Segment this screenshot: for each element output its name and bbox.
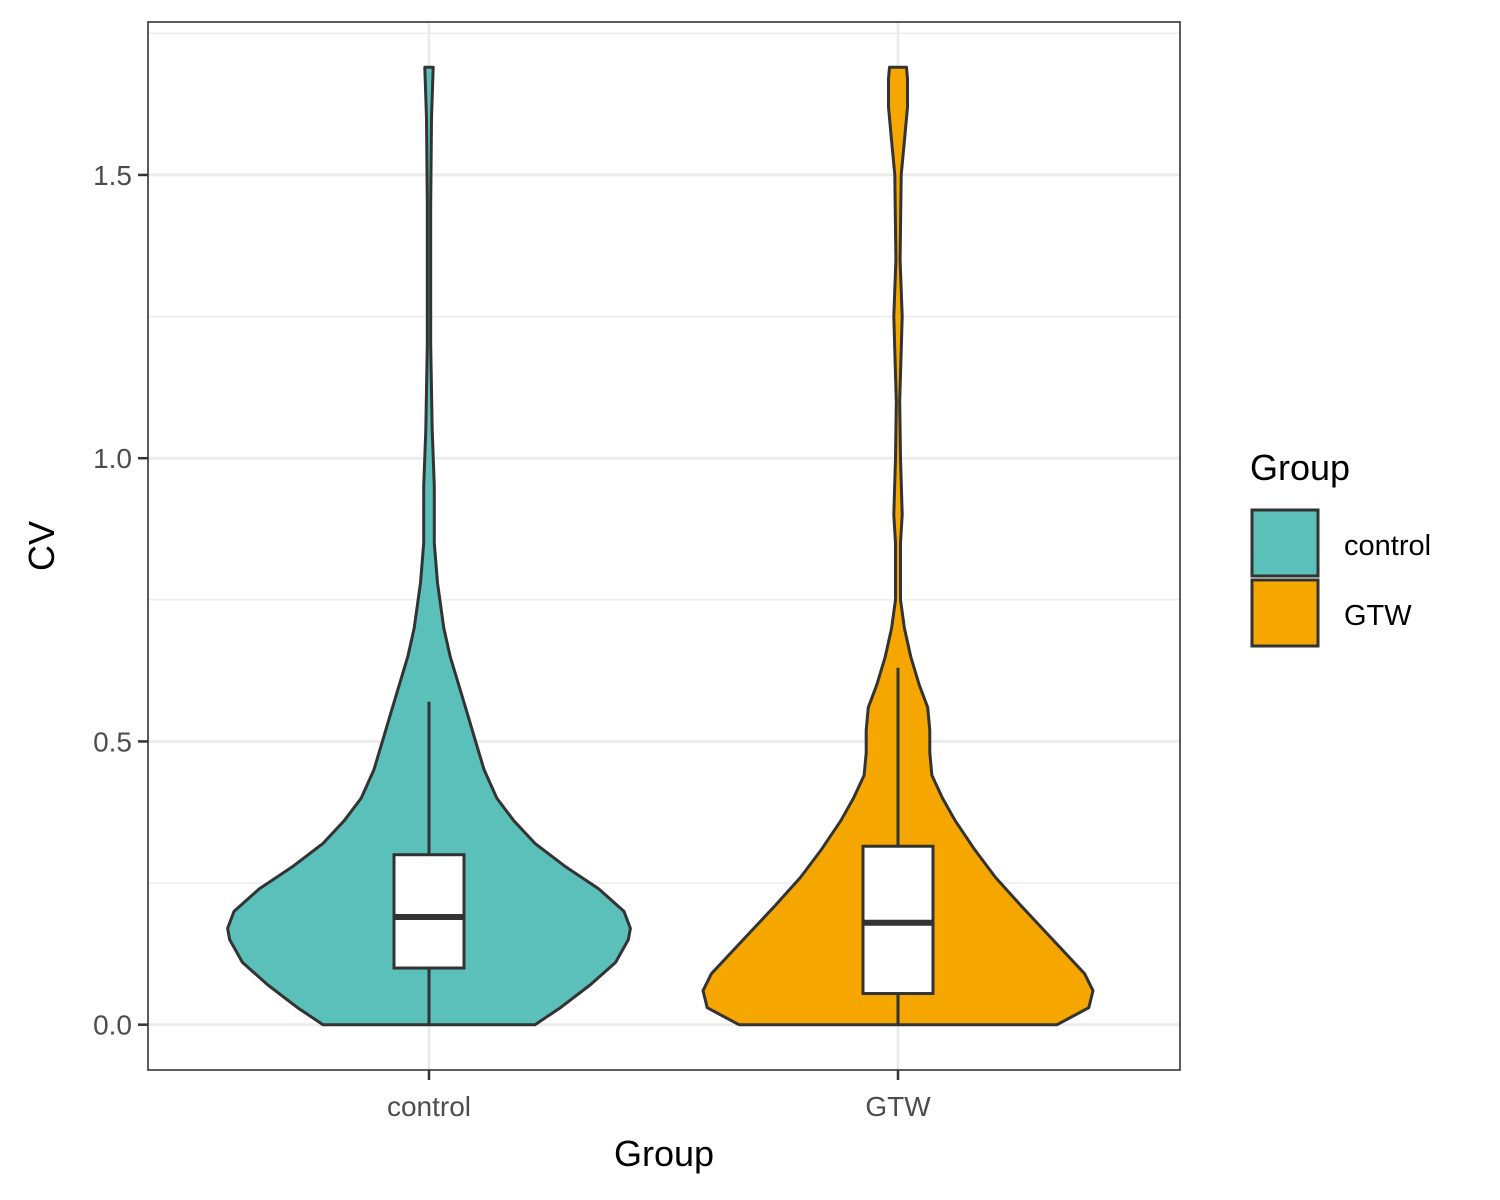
panel-border (147, 21, 1181, 1071)
y-tick-label: 0.5 (93, 726, 132, 757)
violin-group-control (226, 65, 632, 1027)
legend-label: control (1344, 530, 1431, 562)
y-tick-label: 1.5 (93, 160, 132, 191)
violins (226, 65, 1095, 1027)
y-axis: 0.0 0.5 1.0 1.5 (93, 160, 148, 1041)
x-tick-label: control (387, 1091, 471, 1122)
violin-gtw (701, 65, 1095, 1027)
violin-group-gtw (701, 65, 1095, 1027)
legend-label: GTW (1344, 600, 1412, 632)
x-axis: control GTW (387, 1070, 931, 1122)
legend: Group control GTW (1250, 447, 1431, 648)
legend-key-control (1250, 508, 1320, 578)
violin-control (226, 65, 632, 1027)
x-axis-title: Group (614, 1133, 714, 1174)
y-axis-title: CV (21, 521, 62, 571)
box-iqr (392, 853, 466, 970)
legend-key-gtw (1250, 578, 1320, 648)
y-tick-label: 1.0 (93, 443, 132, 474)
y-tick-label: 0.0 (93, 1010, 132, 1041)
legend-title: Group (1250, 447, 1350, 488)
x-tick-label: GTW (865, 1091, 931, 1122)
